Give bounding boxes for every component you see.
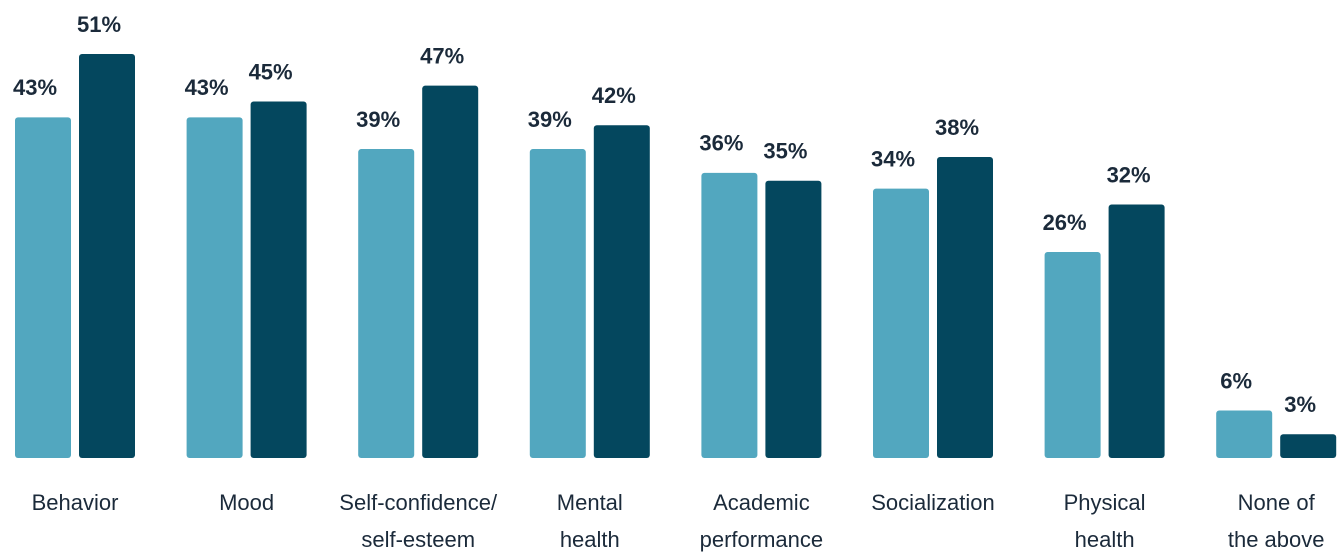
- bar: [79, 54, 135, 458]
- value-label: 42%: [592, 83, 636, 108]
- value-label: 3%: [1284, 392, 1316, 417]
- value-label: 39%: [356, 107, 400, 132]
- value-label: 38%: [935, 115, 979, 140]
- value-label: 34%: [871, 146, 915, 171]
- value-label: 39%: [528, 107, 572, 132]
- value-label: 43%: [13, 75, 57, 100]
- bar: [765, 180, 822, 458]
- value-label: 26%: [1043, 210, 1087, 235]
- x-tick-label: Academic performance: [699, 490, 824, 552]
- x-tick-label: Mood: [219, 490, 275, 515]
- value-label: 45%: [249, 59, 293, 84]
- bar: [593, 125, 650, 458]
- bar: [422, 85, 479, 458]
- bar: [358, 149, 415, 458]
- value-label: 35%: [763, 139, 807, 164]
- value-label: 43%: [185, 75, 229, 100]
- x-tick-label: Behavior: [31, 490, 119, 515]
- value-label: 36%: [699, 131, 743, 156]
- value-label: 6%: [1220, 368, 1252, 393]
- x-tick-label: Socialization: [871, 490, 995, 515]
- bar: [1216, 410, 1273, 458]
- value-label: 47%: [420, 43, 464, 68]
- bar: [701, 172, 758, 458]
- bar: [937, 156, 993, 458]
- x-tick-label: Self-confidence/ self-esteem: [339, 490, 498, 552]
- value-label: 51%: [77, 12, 121, 37]
- bar: [15, 117, 71, 458]
- bar: [1280, 434, 1337, 458]
- bar: [250, 101, 307, 458]
- bar: [529, 149, 586, 458]
- value-label: 32%: [1107, 162, 1151, 187]
- bar: [1044, 252, 1101, 458]
- bar: [186, 117, 243, 458]
- bar: [1108, 204, 1165, 458]
- bar: [873, 188, 929, 458]
